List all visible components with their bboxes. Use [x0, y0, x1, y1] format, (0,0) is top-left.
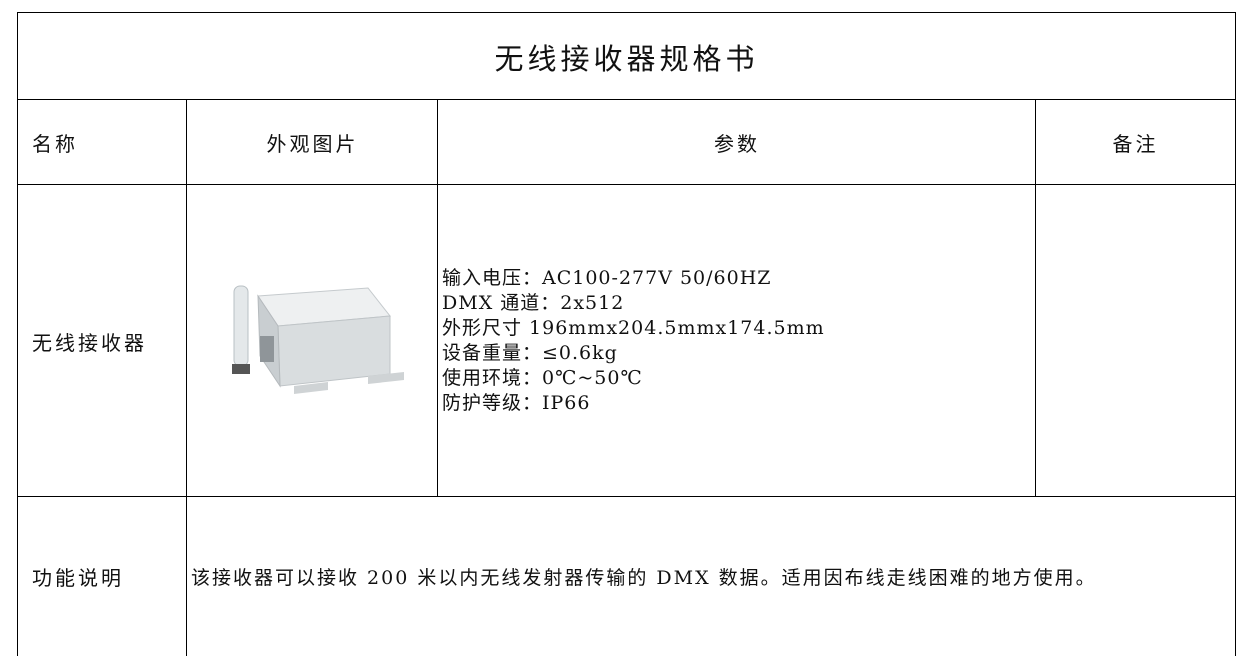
header-cell: 名称 — [17, 99, 187, 185]
header-cell: 参数 — [437, 99, 1036, 185]
header-cell: 备注 — [1035, 99, 1236, 185]
note-cell — [1035, 184, 1236, 497]
param-line: 使用环境：0℃~50℃ — [442, 367, 643, 389]
name-cell: 无线接收器 — [17, 184, 187, 497]
param-line: 输入电压：AC100-277V 50/60HZ — [442, 267, 772, 289]
params-cell: 输入电压：AC100-277V 50/60HZ DMX 通道：2x512 外形尺寸 … — [437, 184, 1036, 497]
param-line: 防护等级：IP66 — [442, 392, 591, 414]
function-text: 该接收器可以接收 200 米以内无线发射器传输的 DMX 数据。适用因布线走线困… — [186, 496, 1236, 656]
header-cell: 外观图片 — [186, 99, 438, 185]
function-label: 功能说明 — [17, 496, 187, 656]
param-line: 设备重量：≤0.6kg — [442, 342, 618, 364]
doc-title: 无线接收器规格书 — [17, 12, 1236, 100]
product-image — [231, 285, 404, 394]
param-line: 外形尺寸 196mmx204.5mmx174.5mm — [442, 317, 825, 339]
image-cell — [186, 184, 438, 497]
param-line: DMX 通道：2x512 — [442, 292, 625, 314]
